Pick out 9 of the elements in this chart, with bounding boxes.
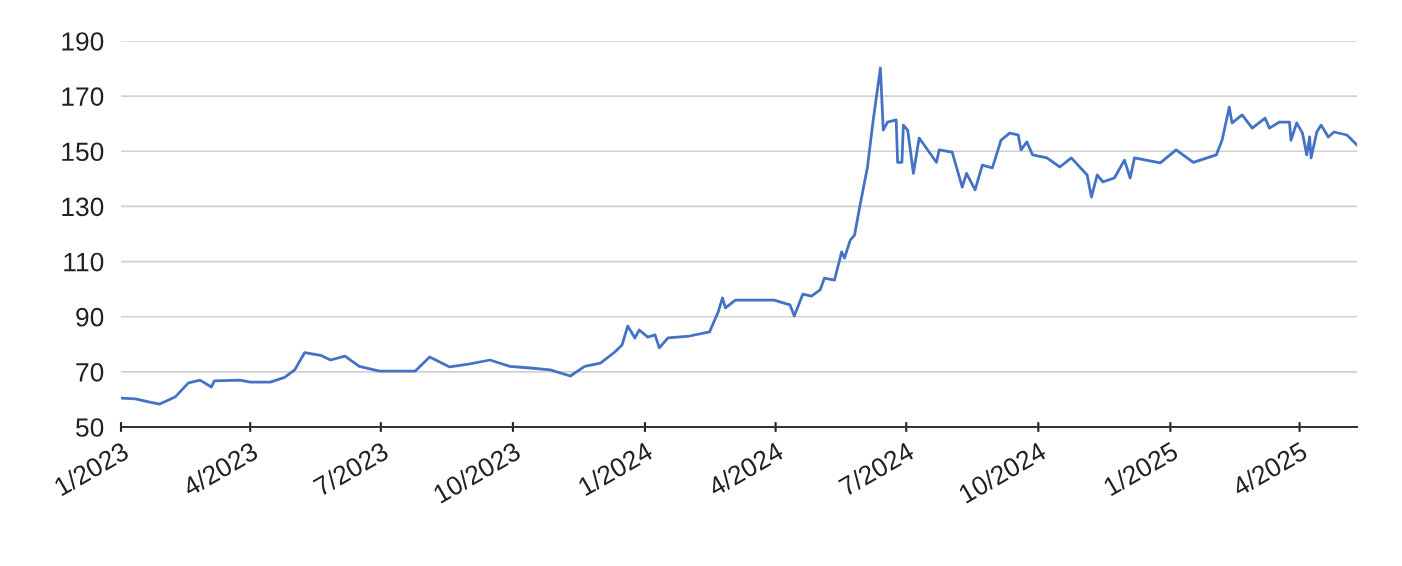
y-tick-label: 50 [76,418,104,437]
line-series [121,66,1357,406]
y-tick-label: 190 [62,32,104,51]
y-tick-label: 170 [62,87,104,106]
y-tick-label: 70 [76,362,104,382]
y-tick-label: 110 [64,252,104,272]
y-tick-label: 90 [76,307,104,327]
y-tick-label: 130 [62,197,104,217]
y-tick-label: 150 [62,142,104,162]
